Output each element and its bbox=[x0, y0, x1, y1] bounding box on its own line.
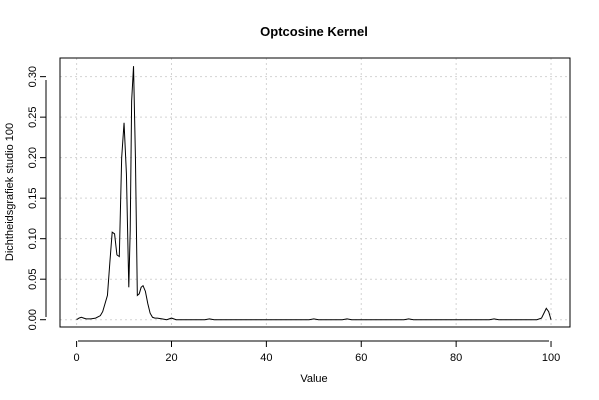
density-line-0 bbox=[76, 66, 552, 321]
y-tick-label-5: 0.25 bbox=[27, 106, 39, 127]
x-tick-label-3: 60 bbox=[355, 352, 367, 364]
y-tick-label-1: 0.05 bbox=[27, 268, 39, 289]
y-tick-label-0: 0.00 bbox=[27, 309, 39, 330]
grid-lines bbox=[60, 58, 570, 327]
y-tick-label-3: 0.15 bbox=[27, 187, 39, 208]
x-tick-label-0: 0 bbox=[74, 352, 80, 364]
y-tick-label-4: 0.20 bbox=[27, 147, 39, 168]
y-tick-label-6: 0.30 bbox=[27, 66, 39, 87]
plot-frame bbox=[59, 57, 571, 328]
x-axis-label: Value bbox=[300, 373, 327, 385]
y-axis-label: Dichtheidsgrafiek studio 100 bbox=[4, 123, 16, 261]
x-axis: 0 20 40 60 80 100 bbox=[74, 340, 560, 364]
y-tick-label-2: 0.10 bbox=[27, 228, 39, 249]
x-tick-label-1: 20 bbox=[165, 352, 177, 364]
x-tick-label-5: 100 bbox=[542, 352, 560, 364]
series-group bbox=[76, 66, 552, 321]
chart-title: Optcosine Kernel bbox=[260, 24, 368, 39]
x-tick-label-4: 80 bbox=[450, 352, 462, 364]
x-tick-label-2: 40 bbox=[260, 352, 272, 364]
y-axis: 0.00 0.05 0.10 0.15 0.20 0.25 0.30 bbox=[27, 66, 47, 330]
